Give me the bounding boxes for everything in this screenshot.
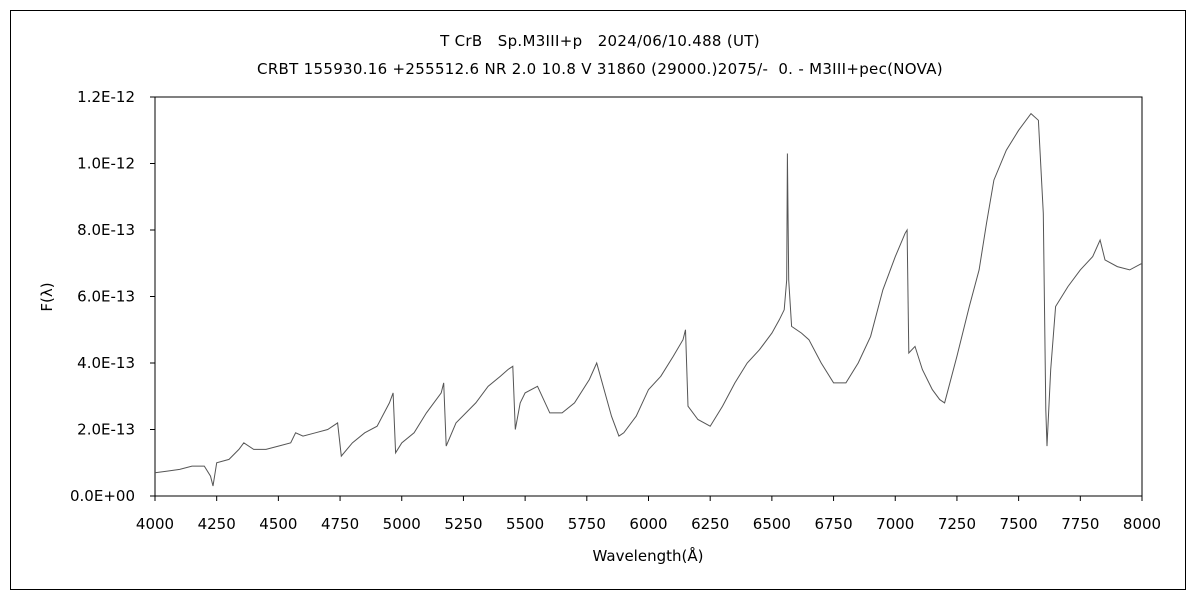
spectrum-line [154, 112, 1143, 487]
x-tick-label: 7000 [876, 515, 914, 533]
y-axis-label: F(λ) [38, 282, 56, 311]
x-tick-label: 4750 [321, 515, 359, 533]
y-tick-label: 4.0E-13 [77, 354, 135, 372]
y-tick-label: 0.0E+00 [70, 487, 135, 505]
x-tick-label: 5500 [506, 515, 544, 533]
x-tick-label: 8000 [1123, 515, 1161, 533]
x-tick-label: 6750 [814, 515, 852, 533]
x-tick-label: 4000 [136, 515, 174, 533]
x-tick-label: 4250 [198, 515, 236, 533]
y-tick-label: 2.0E-13 [77, 421, 135, 439]
x-tick-label: 6500 [753, 515, 791, 533]
y-tick-label: 8.0E-13 [77, 221, 135, 239]
x-tick-label: 4500 [259, 515, 297, 533]
x-tick-label: 5000 [383, 515, 421, 533]
x-tick-label: 7750 [1061, 515, 1099, 533]
y-tick-label: 6.0E-13 [77, 288, 135, 306]
chart-title: T CrB Sp.M3III+p 2024/06/10.488 (UT) [440, 32, 760, 50]
x-axis-label: Wavelength(Å) [593, 546, 704, 565]
x-tick-label: 6250 [691, 515, 729, 533]
y-tick-label: 1.0E-12 [77, 155, 135, 173]
x-tick-label: 7250 [938, 515, 976, 533]
chart-frame [10, 10, 1186, 590]
y-tick-label: 1.2E-12 [77, 88, 135, 106]
x-tick-label: 6000 [629, 515, 667, 533]
x-tick-label: 5250 [444, 515, 482, 533]
x-tick-label: 7500 [1000, 515, 1038, 533]
chart-subtitle: CRBT 155930.16 +255512.6 NR 2.0 10.8 V 3… [257, 60, 943, 78]
x-tick-label: 5750 [568, 515, 606, 533]
